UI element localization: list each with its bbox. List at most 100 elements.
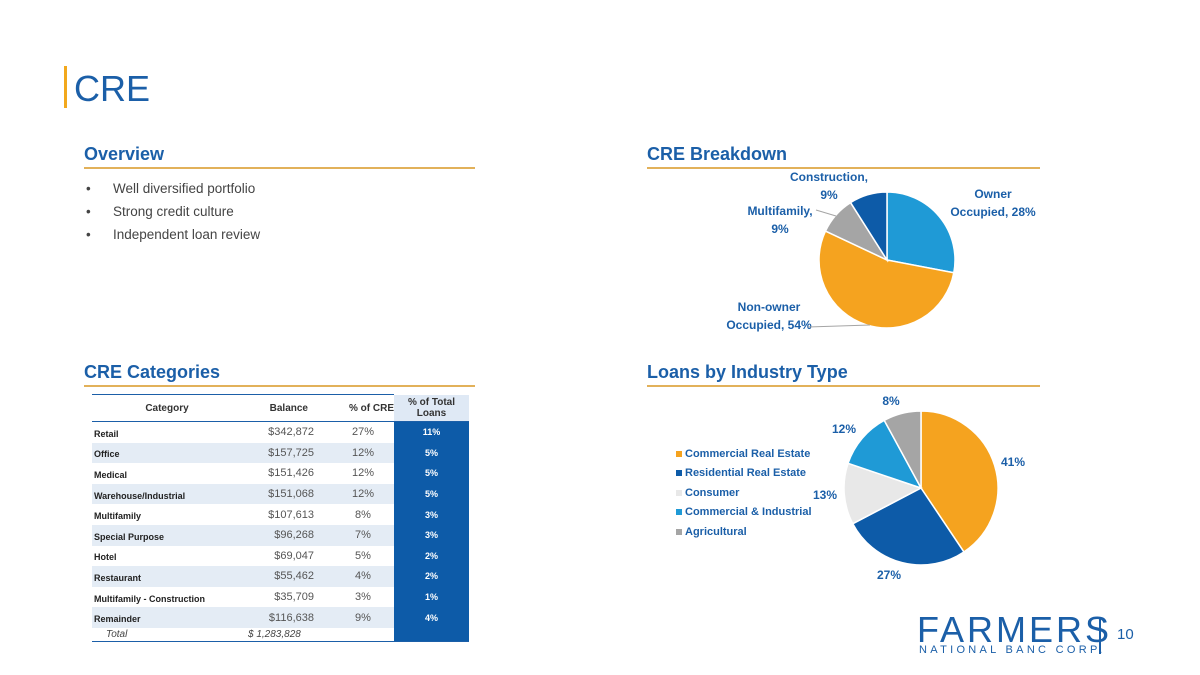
cell-balance: $55,462	[242, 566, 318, 587]
cell-pct-total-loans: 2%	[394, 545, 469, 567]
logo-subtitle: NATIONAL BANC CORP.	[919, 644, 1106, 656]
cell-category: Warehouse/Industrial	[92, 483, 242, 505]
bullet-item: Independent loan review	[84, 226, 260, 249]
total-pct-cell	[394, 627, 469, 642]
total-label: Total	[92, 627, 242, 642]
cell-pct-cre: 9%	[318, 607, 394, 628]
pie-slice-owner-occupied	[886, 191, 956, 274]
legend-label: Residential Real Estate	[685, 467, 807, 480]
leader-line	[807, 324, 871, 328]
cell-category: Medical	[94, 469, 128, 480]
pie-data-label: Multifamily, 9%	[747, 204, 812, 236]
cell-pct-total-loans: 4%	[394, 607, 469, 628]
cell-balance: $116,638	[242, 607, 318, 628]
farmers-logo: FARMERS	[917, 609, 1113, 650]
pie-data-label: 8%	[882, 394, 900, 408]
legend-swatch	[676, 470, 682, 477]
cre-breakdown-title: CRE Breakdown	[647, 144, 788, 164]
pie-data-label: 41%	[1001, 455, 1025, 469]
leader-line	[815, 209, 837, 217]
cell-category: Multifamily - Construction	[94, 593, 205, 604]
cre-categories-rule	[84, 385, 475, 387]
cell-pct-cre: 8%	[355, 508, 371, 521]
loans-by-industry-title: Loans by Industry Type	[647, 362, 848, 382]
pie-data-label: Non-owner Occupied, 54%	[726, 300, 812, 332]
legend-label: Agricultural	[685, 525, 747, 538]
table-row: Restaurant $55,462 4% 2%	[92, 566, 469, 587]
overview-rule	[84, 167, 475, 169]
pie-slice-agricultural	[883, 410, 922, 489]
table-row: Retail $342,872 27% 11%	[92, 421, 469, 443]
cell-pct-cre: 27%	[351, 426, 375, 439]
legend-item: Consumer	[676, 483, 812, 503]
cell-category: Office	[92, 442, 242, 464]
pie-slice-residential-real-estate	[851, 487, 965, 566]
col-header-category: Category	[92, 394, 242, 422]
table-header-row: Category Balance % of CRE % of Total Loa…	[92, 394, 469, 422]
pie-data-label: Owner Occupied, 28%	[950, 187, 1036, 219]
cre-categories-table: Category Balance % of CRE % of Total Loa…	[92, 394, 469, 642]
cell-balance: $35,709	[274, 591, 314, 604]
total-empty-cell	[318, 627, 394, 642]
cell-pct-cre: 5%	[355, 549, 371, 562]
bullet-item: Strong credit culture	[84, 203, 260, 226]
cell-pct-total-loans: 5%	[394, 463, 469, 484]
cell-pct-cre: 12%	[318, 483, 394, 505]
page-title: CRE	[74, 68, 151, 109]
cell-pct-cre: 7%	[318, 524, 394, 546]
cell-category: Special Purpose	[92, 524, 242, 546]
cell-balance: $151,426	[268, 467, 314, 480]
loans-by-industry-rule	[647, 385, 1040, 387]
pie-slice-commercial-real-estate	[920, 410, 999, 553]
pie-data-label: 12%	[832, 422, 856, 436]
pie-data-label: 27%	[877, 568, 901, 582]
cre-categories-title: CRE Categories	[84, 362, 221, 382]
pie-slice-construction	[849, 191, 888, 263]
table-row: Medical $151,426 12% 5%	[92, 463, 469, 484]
total-value: $ 1,283,828	[242, 627, 318, 642]
cell-balance: $151,068	[242, 483, 318, 505]
table-row: Office $157,725 12% 5%	[92, 442, 469, 464]
legend-swatch	[676, 489, 682, 496]
table-row: Hotel $69,047 5% 2%	[92, 545, 469, 567]
loans-legend: Commercial Real Estate Residential Real E…	[676, 444, 812, 542]
legend-item: Agricultural	[676, 522, 812, 542]
logo-divider	[1099, 618, 1101, 654]
col-header-pct-total-loans: % of Total Loans	[394, 394, 469, 422]
cell-category: Hotel	[94, 552, 117, 563]
cell-category: Restaurant	[92, 566, 242, 587]
cell-pct-cre: 3%	[355, 591, 371, 604]
page-number: 10	[1117, 626, 1134, 643]
loans-by-industry-pie-chart: 41% 27% 13% 12% 8%	[813, 394, 1025, 582]
table-total-row: Total $ 1,283,828	[92, 627, 469, 642]
cell-pct-total-loans: 11%	[394, 421, 469, 443]
legend-swatch	[676, 509, 682, 516]
legend-item: Commercial & Industrial	[676, 503, 812, 523]
col-header-pct-cre: % of CRE	[318, 394, 394, 422]
pie-data-label: 13%	[813, 488, 837, 502]
table-row: Warehouse/Industrial $151,068 12% 5%	[92, 483, 469, 505]
cell-pct-cre: 12%	[318, 442, 394, 464]
cell-balance: $157,725	[242, 442, 318, 464]
pie-data-label: Construction, 9%	[790, 170, 868, 202]
cre-breakdown-pie-chart: Owner Occupied, 28% Non-owner Occupied, 54%…	[726, 170, 1036, 332]
overview-title: Overview	[84, 144, 165, 164]
cell-pct-total-loans: 3%	[394, 524, 469, 546]
cell-pct-total-loans: 5%	[394, 442, 469, 464]
cell-balance: $342,872	[268, 426, 314, 439]
legend-item: Residential Real Estate	[676, 464, 812, 484]
legend-label: Consumer	[685, 486, 740, 499]
table-row: Multifamily - Construction $35,709 3% 1%	[92, 586, 469, 608]
cell-pct-total-loans: 5%	[394, 483, 469, 505]
cell-balance: $107,613	[268, 508, 314, 521]
cell-category: Remainder	[92, 607, 242, 628]
table-row: Remainder $116,638 9% 4%	[92, 607, 469, 628]
cell-pct-total-loans: 3%	[394, 504, 469, 525]
cell-pct-total-loans: 2%	[394, 566, 469, 587]
legend-label: Commercial & Industrial	[685, 506, 812, 519]
pie-slice-consumer	[843, 462, 923, 525]
col-header-balance: Balance	[242, 394, 318, 422]
cre-breakdown-rule	[647, 167, 1040, 169]
bullet-item: Well diversified portfolio	[84, 180, 260, 203]
table-row: Multifamily $107,613 8% 3%	[92, 504, 469, 525]
